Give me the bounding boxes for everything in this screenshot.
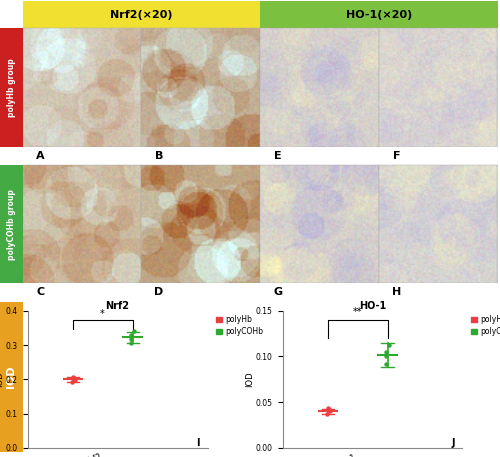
Text: F: F	[393, 151, 400, 161]
Point	[323, 410, 331, 418]
Text: I: I	[196, 438, 200, 448]
Text: Nrf2(×20): Nrf2(×20)	[110, 10, 172, 20]
Point	[70, 375, 78, 382]
Y-axis label: IOD: IOD	[246, 372, 254, 387]
Title: Nrf2: Nrf2	[106, 301, 130, 311]
Text: *: *	[100, 308, 105, 319]
Point	[382, 353, 390, 360]
Text: D: D	[154, 287, 164, 298]
Point	[324, 404, 332, 411]
Point	[127, 340, 135, 347]
Text: polyHb group: polyHb group	[6, 58, 16, 117]
Text: J: J	[452, 438, 455, 448]
Point	[126, 331, 134, 338]
Point	[70, 376, 78, 383]
Point	[382, 360, 390, 367]
Text: G: G	[273, 287, 282, 298]
Text: H: H	[392, 287, 401, 298]
Text: A: A	[36, 151, 44, 161]
Point	[69, 373, 77, 380]
Point	[127, 335, 135, 343]
Point	[326, 408, 334, 415]
Point	[130, 327, 138, 334]
Text: IOD: IOD	[6, 366, 16, 388]
Text: **: **	[353, 307, 362, 317]
Point	[324, 406, 332, 413]
Point	[382, 348, 390, 356]
Text: E: E	[274, 151, 281, 161]
Text: polyCOHb group: polyCOHb group	[6, 189, 16, 260]
Point	[68, 378, 76, 386]
Text: B: B	[155, 151, 163, 161]
Legend: polyHb, polyCOHb: polyHb, polyCOHb	[470, 314, 500, 337]
Text: C: C	[36, 287, 44, 298]
Title: HO-1: HO-1	[359, 301, 386, 311]
Point	[385, 342, 393, 349]
Legend: polyHb, polyCOHb: polyHb, polyCOHb	[215, 314, 264, 337]
Text: HO-1(×20): HO-1(×20)	[346, 10, 412, 20]
Y-axis label: IOD: IOD	[0, 372, 4, 387]
